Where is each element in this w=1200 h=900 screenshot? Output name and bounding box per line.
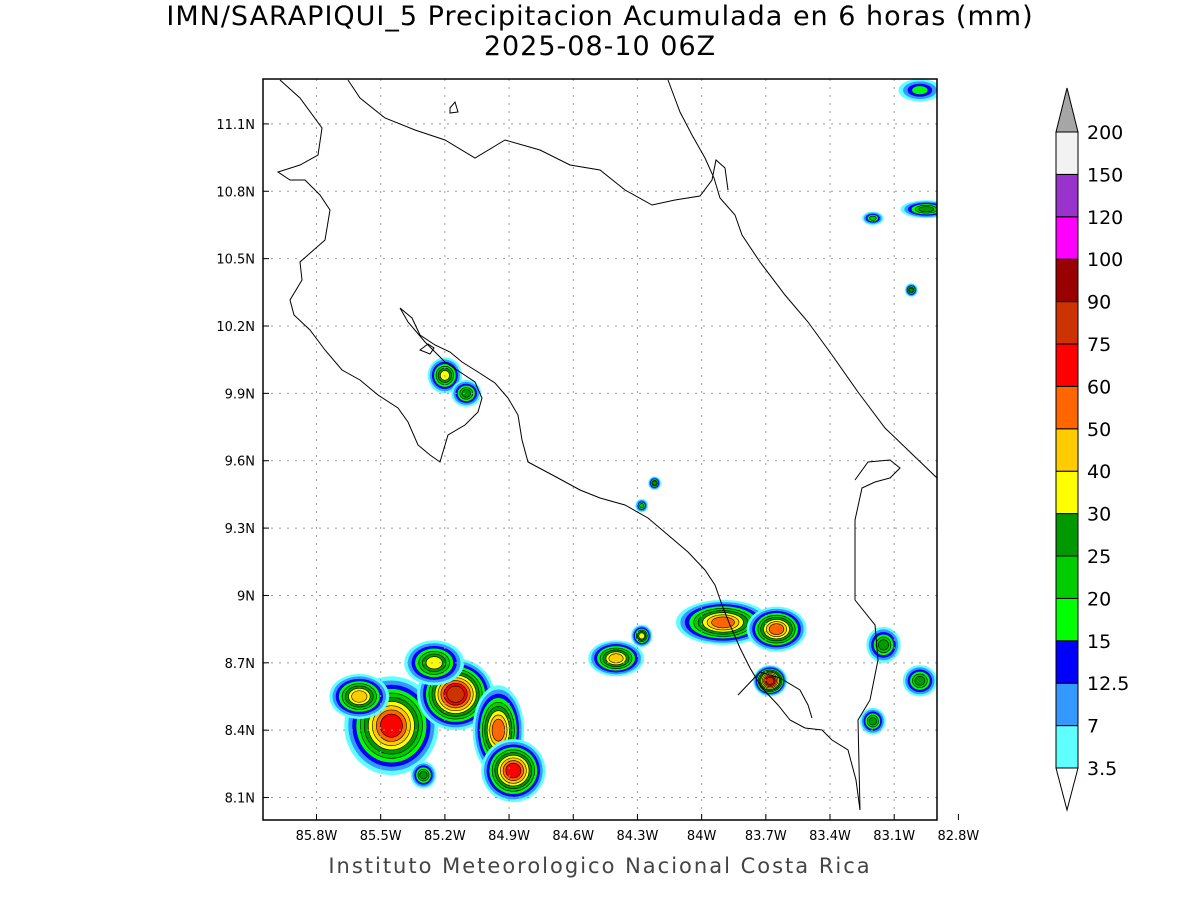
lon-tick-label: 83.4W [809, 829, 851, 844]
precip-contour-band [461, 389, 471, 398]
lon-tick-label: 84.6W [552, 829, 594, 844]
lat-tick-label: 10.2N [216, 320, 255, 335]
precip-contour-band [711, 616, 735, 629]
precip-cell [648, 476, 661, 490]
lat-tick-label: 8.7N [225, 657, 255, 672]
lat-tick-label: 8.1N [225, 792, 255, 807]
precip-contour-band [491, 718, 505, 742]
footer-credit: Instituto Meteorologico Nacional Costa R… [328, 854, 872, 878]
precipitation-layer [329, 79, 937, 803]
title-line-1: IMN/SARAPIQUI_5 Precipitacion Acumulada … [166, 1, 1034, 32]
precip-cell [752, 665, 788, 697]
caribbean-coastline [667, 79, 937, 479]
chart-title: IMN/SARAPIQUI_5 Precipitacion Acumulada … [0, 2, 1200, 62]
precip-contour-band [914, 675, 926, 686]
precip-cell [900, 200, 937, 219]
lat-tick-label: 8.4N [225, 724, 255, 739]
precip-contour-band [608, 653, 624, 664]
gulf-nicoya-island [418, 343, 435, 355]
lake-nicaragua-shore [347, 79, 729, 206]
precip-cell [898, 79, 937, 102]
lat-tick-label: 9N [237, 589, 255, 604]
precip-cell [746, 606, 807, 652]
title-line-2: 2025-08-10 06Z [483, 31, 717, 62]
precip-contour-band [918, 206, 935, 213]
map-frame [262, 78, 938, 821]
precip-cell [859, 707, 886, 735]
panama-border [854, 459, 901, 811]
lat-tick-label: 11.1N [216, 118, 255, 133]
lat-tick-label: 9.9N [225, 387, 255, 402]
precip-cell [631, 624, 653, 648]
precip-contour-band [765, 676, 775, 685]
precip-cell [481, 739, 546, 803]
precip-cell [451, 379, 482, 407]
coastline-layer [276, 79, 937, 811]
precip-contour-band [639, 503, 645, 509]
lon-tick-label: 82.8W [937, 829, 979, 844]
precip-contour-band [638, 632, 645, 640]
precip-cell [404, 640, 465, 686]
precip-contour-band [505, 762, 522, 779]
precip-contour-band [869, 215, 877, 221]
lon-tick-label: 84.3W [617, 829, 659, 844]
lat-tick-label: 10.5N [216, 253, 255, 268]
precip-cell [862, 211, 884, 225]
precip-contour-band [380, 713, 403, 738]
lon-tick-label: 84W [687, 829, 717, 844]
map-axes: 85.8W 85.5W 85.2W 84.9W 84.6W 84.3W 84W 83.7W 83… [216, 118, 979, 844]
lon-tick-label: 83.1W [873, 829, 915, 844]
precip-cell [410, 761, 437, 789]
osa-coastline [737, 671, 813, 719]
precip-cell [902, 665, 937, 697]
lon-tick-label: 85.8W [296, 829, 338, 844]
lon-tick-label: 84.9W [488, 829, 530, 844]
precip-cell [588, 640, 644, 677]
precip-contour-band [878, 639, 889, 651]
lon-tick-label: 83.7W [745, 829, 787, 844]
precip-contour-band [868, 716, 877, 726]
precip-contour-band [425, 656, 443, 670]
lake-island [449, 100, 459, 114]
lat-tick-label: 9.3N [225, 522, 255, 537]
lon-tick-label: 85.2W [424, 829, 466, 844]
precip-contour-band [909, 287, 914, 293]
precip-contour-band [652, 480, 657, 486]
precip-contour-band [419, 770, 428, 780]
lat-tick-label: 10.8N [216, 185, 255, 200]
precip-contour-band [446, 685, 465, 703]
precip-cell [866, 626, 901, 663]
pacific-coastline [276, 79, 861, 811]
lat-tick-label: 9.6N [225, 455, 255, 470]
graticule [263, 79, 937, 820]
precip-cell [635, 498, 649, 513]
lon-tick-label: 85.5W [360, 829, 402, 844]
precip-cell [329, 674, 390, 719]
precip-contour-band [768, 623, 785, 635]
precip-cell [904, 283, 918, 297]
precip-contour-band [912, 86, 928, 95]
precip-contour-band [351, 690, 368, 703]
precip-cell [675, 599, 771, 645]
